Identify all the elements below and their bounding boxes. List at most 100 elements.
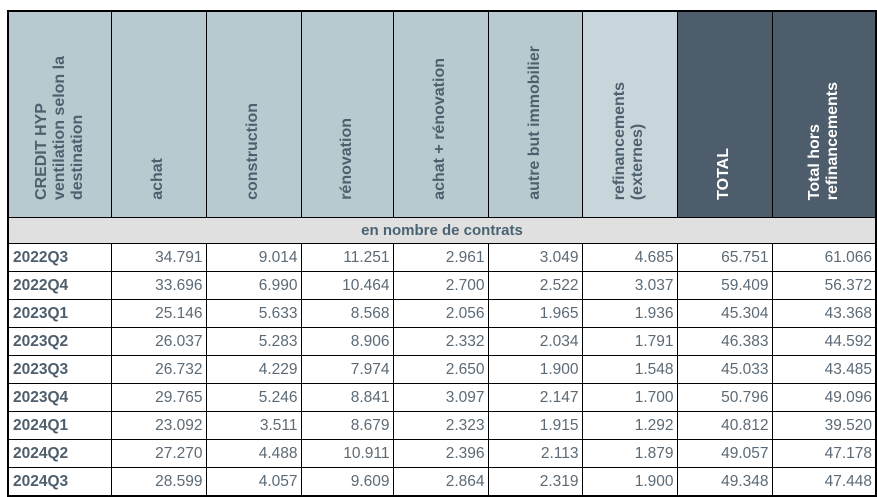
table-row: 2023Q2 26.037 5.283 8.906 2.332 2.034 1.… [7,327,877,356]
column-header-achat-label: achat [149,158,167,200]
value-cell: 3.049 [487,243,583,272]
value-cell: 49.096 [771,383,877,412]
value-cell: 61.066 [771,243,877,272]
value-cell: 2.147 [487,383,583,412]
value-cell: 2.700 [392,271,489,300]
quarter-cell: 2023Q4 [7,383,112,412]
value-cell: 9.014 [205,243,302,272]
value-cell: 3.511 [205,411,302,440]
table-row: 2024Q1 23.092 3.511 8.679 2.323 1.915 1.… [7,411,877,440]
column-header-refinancements-externes: refinancements (externes) [581,10,678,218]
column-header-autre-but-immobilier: autre but immobilier [487,10,583,218]
column-header-total: TOTAL [676,10,773,218]
value-cell: 2.961 [392,243,489,272]
value-cell: 2.319 [487,467,583,497]
value-cell: 43.485 [771,355,877,384]
value-cell: 1.900 [487,355,583,384]
value-cell: 1.900 [581,467,678,497]
value-cell: 4.685 [581,243,678,272]
value-cell: 5.283 [205,327,302,356]
value-cell: 11.251 [300,243,394,272]
quarter-cell: 2022Q4 [7,271,112,300]
value-cell: 1.292 [581,411,678,440]
value-cell: 45.033 [676,355,773,384]
credit-hyp-table: CREDIT HYP ventilation selon la destinat… [7,10,877,497]
value-cell: 9.609 [300,467,394,497]
value-cell: 5.246 [205,383,302,412]
value-cell: 28.599 [110,467,207,497]
column-header-achat-renovation: achat + rénovation [392,10,489,218]
column-header-destination-label: CREDIT HYP ventilation selon la destinat… [32,55,86,200]
value-cell: 2.034 [487,327,583,356]
value-cell: 50.796 [676,383,773,412]
value-cell: 2.056 [392,299,489,328]
column-header-total-label: TOTAL [715,148,733,200]
value-cell: 8.679 [300,411,394,440]
value-cell: 2.522 [487,271,583,300]
value-cell: 5.633 [205,299,302,328]
quarter-cell: 2022Q3 [7,243,112,272]
table-row: 2024Q2 27.270 4.488 10.911 2.396 2.113 1… [7,439,877,468]
table-row: 2023Q3 26.732 4.229 7.974 2.650 1.900 1.… [7,355,877,384]
value-cell: 1.915 [487,411,583,440]
value-cell: 46.383 [676,327,773,356]
value-cell: 4.229 [205,355,302,384]
value-cell: 49.057 [676,439,773,468]
value-cell: 2.332 [392,327,489,356]
value-cell: 3.037 [581,271,678,300]
value-cell: 2.113 [487,439,583,468]
column-header-destination: CREDIT HYP ventilation selon la destinat… [7,10,112,218]
table-body: en nombre de contrats 2022Q3 34.791 9.01… [7,217,877,497]
table-row: 2024Q3 28.599 4.057 9.609 2.864 2.319 1.… [7,467,877,497]
value-cell: 40.812 [676,411,773,440]
quarter-cell: 2023Q3 [7,355,112,384]
column-header-renovation-label: rénovation [337,118,355,200]
value-cell: 1.700 [581,383,678,412]
column-header-construction: construction [205,10,302,218]
table-row: 2022Q4 33.696 6.990 10.464 2.700 2.522 3… [7,271,877,300]
column-header-renovation: rénovation [300,10,394,218]
value-cell: 4.488 [205,439,302,468]
value-cell: 34.791 [110,243,207,272]
value-cell: 25.146 [110,299,207,328]
value-cell: 23.092 [110,411,207,440]
header-row: CREDIT HYP ventilation selon la destinat… [7,10,877,218]
column-header-autre-but-immobilier-label: autre but immobilier [525,46,543,200]
value-cell: 26.732 [110,355,207,384]
table-row: 2023Q4 29.765 5.246 8.841 3.097 2.147 1.… [7,383,877,412]
column-header-construction-label: construction [244,103,262,200]
value-cell: 29.765 [110,383,207,412]
value-cell: 1.936 [581,299,678,328]
section-band-row: en nombre de contrats [7,217,877,244]
quarter-cell: 2023Q2 [7,327,112,356]
value-cell: 7.974 [300,355,394,384]
value-cell: 2.323 [392,411,489,440]
value-cell: 65.751 [676,243,773,272]
quarter-cell: 2023Q1 [7,299,112,328]
value-cell: 44.592 [771,327,877,356]
value-cell: 10.911 [300,439,394,468]
value-cell: 10.464 [300,271,394,300]
column-header-total-hors-refinancements-label: Total hors refinancements [805,81,841,200]
value-cell: 2.864 [392,467,489,497]
column-header-refinancements-externes-label: refinancements (externes) [611,81,647,200]
value-cell: 8.841 [300,383,394,412]
table-row: 2022Q3 34.791 9.014 11.251 2.961 3.049 4… [7,243,877,272]
value-cell: 6.990 [205,271,302,300]
value-cell: 8.568 [300,299,394,328]
value-cell: 39.520 [771,411,877,440]
column-header-total-hors-refinancements: Total hors refinancements [771,10,877,218]
section-band-label: en nombre de contrats [7,217,877,244]
quarter-cell: 2024Q1 [7,411,112,440]
value-cell: 1.879 [581,439,678,468]
value-cell: 27.270 [110,439,207,468]
value-cell: 1.965 [487,299,583,328]
value-cell: 56.372 [771,271,877,300]
value-cell: 1.548 [581,355,678,384]
value-cell: 59.409 [676,271,773,300]
quarter-cell: 2024Q3 [7,467,112,497]
value-cell: 33.696 [110,271,207,300]
value-cell: 8.906 [300,327,394,356]
value-cell: 1.791 [581,327,678,356]
column-header-achat-renovation-label: achat + rénovation [431,58,449,200]
